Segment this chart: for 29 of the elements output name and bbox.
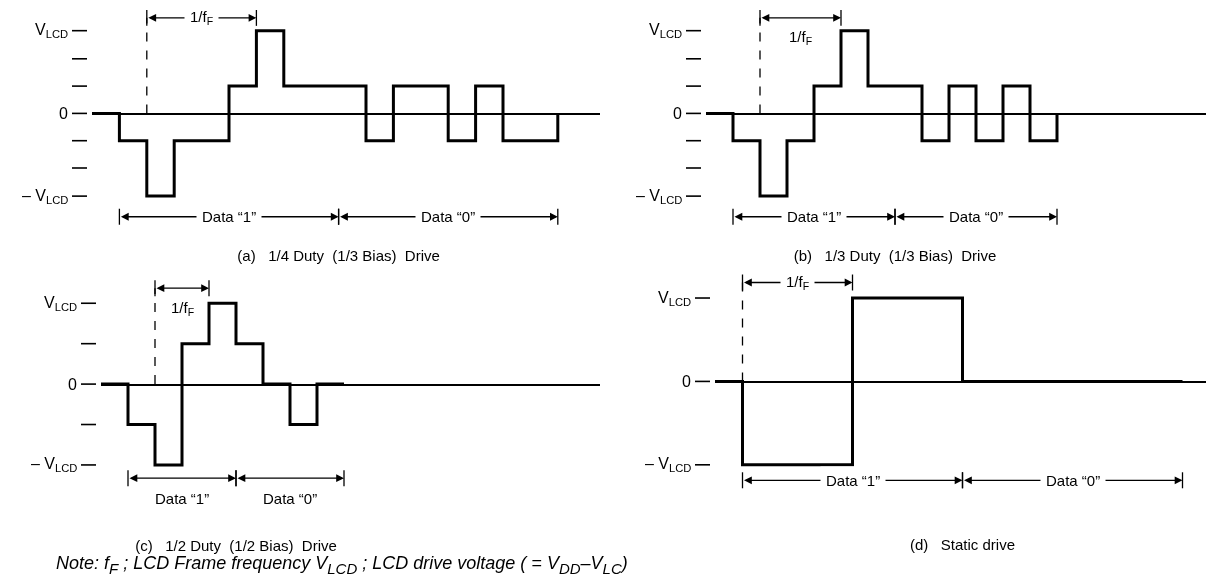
text: Data “0” xyxy=(1046,472,1101,489)
text: – V$_{LCD}$ xyxy=(636,187,683,207)
text: Note: f$_{F}$ ; LCD Frame frequency V$_{LCD}$ ; LCD drive voltage ( = V$_{DD}$–V$_{LC}$) xyxy=(56,553,628,577)
text: – V$_{LCD}$ xyxy=(31,455,78,475)
text: 1/f$_{F}$ xyxy=(190,8,214,28)
text: 1/f$_{F}$ xyxy=(786,273,810,293)
annotation: 1/f$_{F}$ xyxy=(171,299,195,319)
text: 0 xyxy=(673,105,682,122)
text: Data “1” xyxy=(155,490,210,507)
text: 0 xyxy=(682,373,691,390)
text: (c) 1/2 Duty (1/2 Bias) Drive xyxy=(135,537,337,555)
text: Data “0” xyxy=(949,208,1004,225)
text: Data “0” xyxy=(263,490,318,507)
text: (a) 1/4 Duty (1/3 Bias) Drive xyxy=(237,247,440,264)
text: 0 xyxy=(59,105,68,122)
text: – V$_{LCD}$ xyxy=(22,187,69,207)
text: V$_{LCD}$ xyxy=(649,21,683,41)
text: Data “1” xyxy=(826,472,881,489)
text: (b) 1/3 Duty (1/3 Bias) Drive xyxy=(793,247,997,264)
text: Data “1” xyxy=(202,208,257,225)
text: (d) Static drive xyxy=(909,536,1016,554)
annotation: 1/f$_{F}$ xyxy=(789,28,813,48)
text: Data “1” xyxy=(787,208,842,225)
text: V$_{LCD}$ xyxy=(44,294,78,314)
text: V$_{LCD}$ xyxy=(658,289,692,309)
text: 0 xyxy=(68,376,77,393)
text: – V$_{LCD}$ xyxy=(645,455,692,475)
text: Data “0” xyxy=(421,208,476,225)
text: V$_{LCD}$ xyxy=(35,21,69,41)
